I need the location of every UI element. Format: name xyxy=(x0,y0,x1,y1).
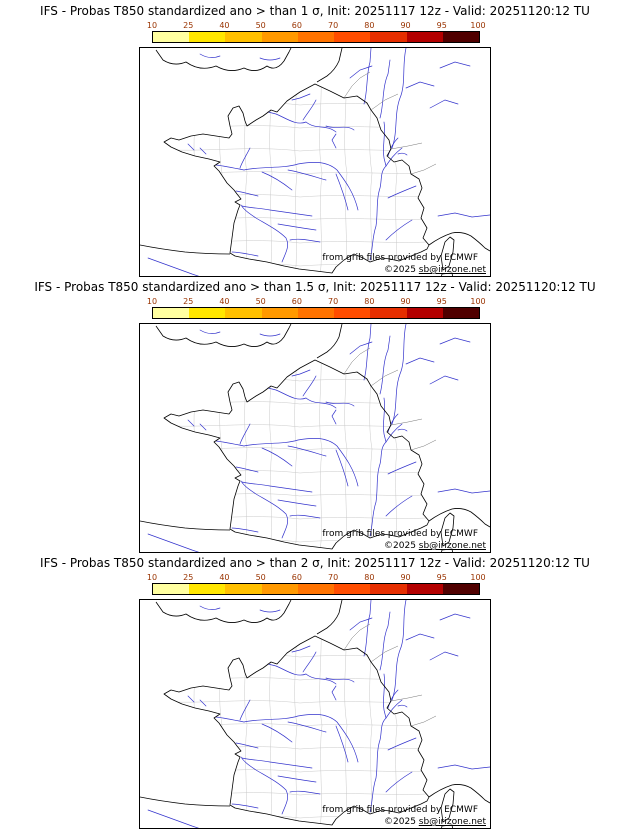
colorbar-tick-label: 80 xyxy=(364,21,375,30)
colorbar-tick-label: 95 xyxy=(436,297,447,306)
colorbar-tick-label: 100 xyxy=(470,297,486,306)
colorbar-tick-label: 10 xyxy=(146,21,158,30)
colorbar-gradient xyxy=(152,307,480,319)
colorbar-tick-label: 70 xyxy=(328,573,339,582)
colorbar-segment xyxy=(225,308,262,318)
map-france: from grib files provided by ECMWF ©2025 … xyxy=(139,323,491,553)
copyright-line: ©2025 sb@irizone.net xyxy=(384,817,486,827)
colorbar-tick-label: 100 xyxy=(470,21,486,30)
colorbar-segment xyxy=(189,308,226,318)
copyright-line: ©2025 sb@irizone.net xyxy=(384,265,486,275)
colorbar-tick-label: 10 xyxy=(146,297,158,306)
colorbar-segment xyxy=(370,584,407,594)
colorbar-tick-label: 70 xyxy=(328,21,339,30)
colorbar-tick-label: 100 xyxy=(470,573,486,582)
colorbar-segment xyxy=(442,584,479,594)
colorbar-segment xyxy=(334,584,371,594)
colorbar-tick-label: 90 xyxy=(400,573,411,582)
colorbar-segment xyxy=(297,584,335,594)
map-graphic xyxy=(140,600,490,828)
panel-title: IFS - Probas T850 standardized ano > tha… xyxy=(40,4,590,18)
colorbar-tick-label: 50 xyxy=(255,297,266,306)
colorbar-tick-label: 40 xyxy=(219,297,230,306)
colorbar-tick-label: 50 xyxy=(255,573,266,582)
colorbar-segment xyxy=(370,308,407,318)
colorbar-gradient xyxy=(152,31,480,43)
colorbar-tick-label: 50 xyxy=(255,21,266,30)
colorbar-segment xyxy=(225,32,262,42)
colorbar-segment xyxy=(406,32,443,42)
colorbar-segment xyxy=(153,32,190,42)
colorbar-segment xyxy=(334,308,371,318)
colorbar-segment xyxy=(406,308,443,318)
colorbar-tick-label: 95 xyxy=(436,21,447,30)
colorbar-tick-label: 40 xyxy=(219,21,230,30)
colorbar-segment xyxy=(297,32,335,42)
colorbar-tick-row: 10 25 40 50 60 70 80 90 95 100 xyxy=(147,573,486,582)
probability-panel-1sigma: IFS - Probas T850 standardized ano > tha… xyxy=(0,0,630,277)
colorbar-segment xyxy=(261,32,298,42)
colorbar-gradient xyxy=(152,583,480,595)
colorbar-segment xyxy=(334,32,371,42)
attribution-text: from grib files provided by ECMWF xyxy=(322,529,478,539)
attribution-text: from grib files provided by ECMWF xyxy=(322,253,478,263)
probability-panel-2sigma: IFS - Probas T850 standardized ano > tha… xyxy=(0,552,630,829)
colorbar-tick-label: 90 xyxy=(400,297,411,306)
probability-panel-1-5sigma: IFS - Probas T850 standardized ano > tha… xyxy=(0,276,630,553)
colorbar-tick-label: 60 xyxy=(291,573,302,582)
panel-title: IFS - Probas T850 standardized ano > tha… xyxy=(40,556,590,570)
colorbar-segment xyxy=(261,308,298,318)
colorbar-segment xyxy=(225,584,262,594)
colorbar-tick-row: 10 25 40 50 60 70 80 90 95 100 xyxy=(147,297,486,306)
colorbar-segment xyxy=(189,32,226,42)
attribution-text: from grib files provided by ECMWF xyxy=(322,805,478,815)
map-france: from grib files provided by ECMWF ©2025 … xyxy=(139,47,491,277)
colorbar-segment xyxy=(406,584,443,594)
colorbar-tick-label: 25 xyxy=(183,297,194,306)
colorbar-segment xyxy=(261,584,298,594)
colorbar-segment xyxy=(442,308,479,318)
map-france: from grib files provided by ECMWF ©2025 … xyxy=(139,599,491,829)
map-graphic xyxy=(140,324,490,552)
site-link[interactable]: sb@irizone.net xyxy=(418,817,486,827)
colorbar-segment xyxy=(189,584,226,594)
colorbar-tick-label: 90 xyxy=(400,21,411,30)
site-link[interactable]: sb@irizone.net xyxy=(418,265,486,275)
colorbar-tick-label: 25 xyxy=(183,573,194,582)
site-link[interactable]: sb@irizone.net xyxy=(418,541,486,551)
colorbar-tick-label: 60 xyxy=(291,297,302,306)
colorbar-segment xyxy=(297,308,335,318)
colorbar-segment xyxy=(153,584,190,594)
colorbar-tick-row: 10 25 40 50 60 70 80 90 95 100 xyxy=(147,21,486,30)
colorbar-segment xyxy=(153,308,190,318)
colorbar-tick-label: 70 xyxy=(328,297,339,306)
colorbar-tick-label: 95 xyxy=(436,573,447,582)
copyright-prefix: ©2025 xyxy=(384,541,419,551)
colorbar-tick-label: 10 xyxy=(146,573,158,582)
copyright-prefix: ©2025 xyxy=(384,817,419,827)
colorbar-tick-label: 25 xyxy=(183,21,194,30)
colorbar-tick-label: 80 xyxy=(364,573,375,582)
panel-title: IFS - Probas T850 standardized ano > tha… xyxy=(34,280,596,294)
copyright-line: ©2025 sb@irizone.net xyxy=(384,541,486,551)
map-graphic xyxy=(140,48,490,276)
colorbar-segment xyxy=(370,32,407,42)
colorbar-tick-label: 40 xyxy=(219,573,230,582)
colorbar-tick-label: 60 xyxy=(291,21,302,30)
colorbar-tick-label: 80 xyxy=(364,297,375,306)
colorbar-segment xyxy=(442,32,479,42)
copyright-prefix: ©2025 xyxy=(384,265,419,275)
